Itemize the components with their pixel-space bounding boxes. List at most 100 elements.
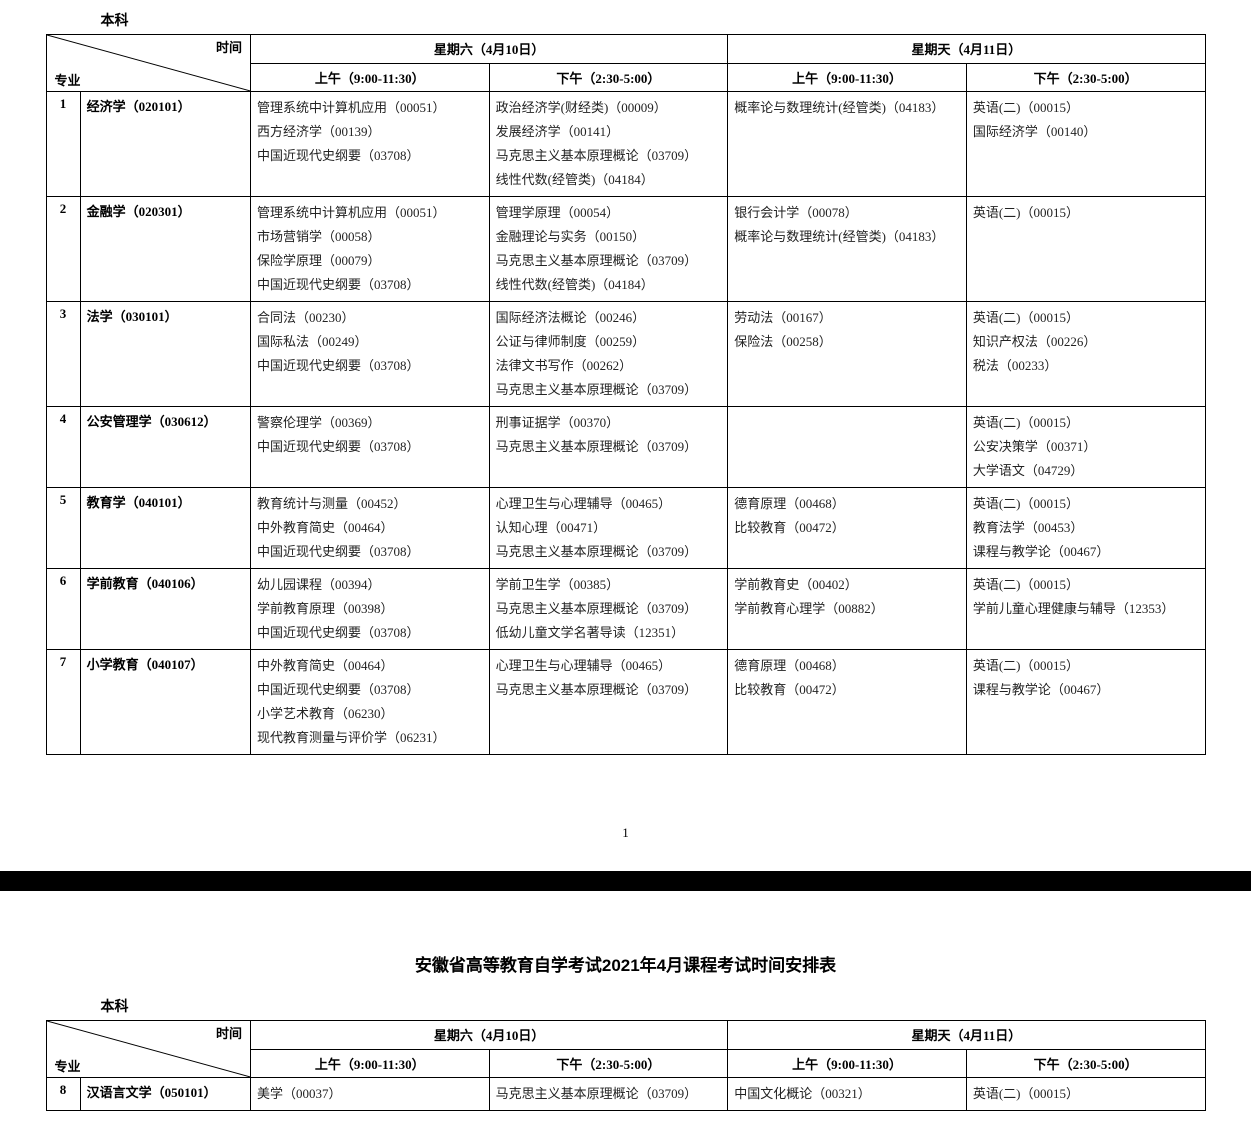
course-entry: 心理卫生与心理辅导（00465） [496, 654, 722, 678]
course-cell: 德育原理（00468）比较教育（00472） [728, 650, 967, 755]
course-entry: 管理学原理（00054） [496, 201, 722, 225]
row-index: 6 [46, 569, 80, 650]
course-entry: 教育法学（00453） [973, 516, 1199, 540]
course-entry: 英语(二)（00015） [973, 492, 1199, 516]
course-entry: 中国近现代史纲要（03708） [257, 354, 483, 378]
table-header-2: 时间 专业 星期六（4月10日） 星期天（4月11日） 上午（9:00-11:3… [46, 1021, 1205, 1078]
major-cell: 小学教育（040107） [80, 650, 250, 755]
course-cell: 幼儿园课程（00394）学前教育原理（00398）中国近现代史纲要（03708） [251, 569, 490, 650]
course-entry: 概率论与数理统计(经管类)（04183） [734, 96, 960, 120]
course-entry: 马克思主义基本原理概论（03709） [496, 540, 722, 564]
course-entry: 大学语文（04729） [973, 459, 1199, 483]
course-cell: 概率论与数理统计(经管类)（04183） [728, 92, 967, 197]
course-cell: 银行会计学（00078）概率论与数理统计(经管类)（04183） [728, 197, 967, 302]
header-saturday-2: 星期六（4月10日） [251, 1021, 728, 1050]
course-entry: 中国文化概论（00321） [734, 1082, 960, 1106]
course-entry: 保险学原理（00079） [257, 249, 483, 273]
table-row: 3法学（030101）合同法（00230）国际私法（00249）中国近现代史纲要… [46, 302, 1205, 407]
header-sunday: 星期天（4月11日） [728, 35, 1205, 64]
course-cell: 合同法（00230）国际私法（00249）中国近现代史纲要（03708） [251, 302, 490, 407]
row-index: 7 [46, 650, 80, 755]
course-cell: 英语(二)（00015）教育法学（00453）课程与教学论（00467） [966, 488, 1205, 569]
row-index: 4 [46, 407, 80, 488]
course-cell: 英语(二)（00015）知识产权法（00226）税法（00233） [966, 302, 1205, 407]
header-sun-pm: 下午（2:30-5:00） [966, 63, 1205, 92]
course-entry: 银行会计学（00078） [734, 201, 960, 225]
course-entry: 小学艺术教育（06230） [257, 702, 483, 726]
course-cell [728, 407, 967, 488]
course-cell: 英语(二)（00015）学前儿童心理健康与辅导（12353） [966, 569, 1205, 650]
course-cell: 管理学原理（00054）金融理论与实务（00150）马克思主义基本原理概论（03… [489, 197, 728, 302]
course-cell: 心理卫生与心理辅导（00465）马克思主义基本原理概论（03709） [489, 650, 728, 755]
course-entry: 公证与律师制度（00259） [496, 330, 722, 354]
major-cell: 金融学（020301） [80, 197, 250, 302]
course-cell: 马克思主义基本原理概论（03709） [489, 1078, 728, 1111]
course-entry: 中国近现代史纲要（03708） [257, 678, 483, 702]
table-row: 6学前教育（040106）幼儿园课程（00394）学前教育原理（00398）中国… [46, 569, 1205, 650]
course-cell: 德育原理（00468）比较教育（00472） [728, 488, 967, 569]
course-cell: 警察伦理学（00369）中国近现代史纲要（03708） [251, 407, 490, 488]
row-index: 8 [46, 1078, 80, 1111]
course-entry: 德育原理（00468） [734, 492, 960, 516]
table-header: 时间 专业 星期六（4月10日） 星期天（4月11日） 上午（9:00-11:3… [46, 35, 1205, 92]
major-cell: 经济学（020101） [80, 92, 250, 197]
course-entry: 法律文书写作（00262） [496, 354, 722, 378]
course-entry: 税法（00233） [973, 354, 1199, 378]
course-entry: 警察伦理学（00369） [257, 411, 483, 435]
header-sat-am-2: 上午（9:00-11:30） [251, 1049, 490, 1078]
course-entry: 西方经济学（00139） [257, 120, 483, 144]
diag-major-label-2: 专业 [55, 1056, 81, 1075]
course-entry: 美学（00037） [257, 1082, 483, 1106]
course-entry: 知识产权法（00226） [973, 330, 1199, 354]
header-saturday: 星期六（4月10日） [251, 35, 728, 64]
course-entry: 中国近现代史纲要（03708） [257, 540, 483, 564]
course-entry: 心理卫生与心理辅导（00465） [496, 492, 722, 516]
header-sun-pm-2: 下午（2:30-5:00） [966, 1049, 1205, 1078]
table-row: 7小学教育（040107）中外教育简史（00464）中国近现代史纲要（03708… [46, 650, 1205, 755]
course-cell: 刑事证据学（00370）马克思主义基本原理概论（03709） [489, 407, 728, 488]
header-sat-am: 上午（9:00-11:30） [251, 63, 490, 92]
course-cell: 英语(二)（00015）公安决策学（00371）大学语文（04729） [966, 407, 1205, 488]
course-entry: 认知心理（00471） [496, 516, 722, 540]
course-entry: 中国近现代史纲要（03708） [257, 144, 483, 168]
header-sat-pm: 下午（2:30-5:00） [489, 63, 728, 92]
schedule-table-1: 时间 专业 星期六（4月10日） 星期天（4月11日） 上午（9:00-11:3… [46, 34, 1206, 755]
page-number: 1 [46, 825, 1206, 841]
course-entry: 学前教育原理（00398） [257, 597, 483, 621]
course-entry: 政治经济学(财经类)（00009） [496, 96, 722, 120]
course-entry: 马克思主义基本原理概论（03709） [496, 378, 722, 402]
course-entry: 学前教育心理学（00882） [734, 597, 960, 621]
course-cell: 英语(二)（00015） [966, 1078, 1205, 1111]
course-entry: 中国近现代史纲要（03708） [257, 621, 483, 645]
course-entry: 英语(二)（00015） [973, 96, 1199, 120]
header-sun-am: 上午（9:00-11:30） [728, 63, 967, 92]
course-cell: 学前教育史（00402）学前教育心理学（00882） [728, 569, 967, 650]
course-entry: 线性代数(经管类)（04184） [496, 273, 722, 297]
course-cell: 英语(二)（00015）国际经济学（00140） [966, 92, 1205, 197]
course-entry: 金融理论与实务（00150） [496, 225, 722, 249]
course-entry: 教育统计与测量（00452） [257, 492, 483, 516]
course-entry: 劳动法（00167） [734, 306, 960, 330]
course-cell: 教育统计与测量（00452）中外教育简史（00464）中国近现代史纲要（0370… [251, 488, 490, 569]
table-row: 4公安管理学（030612）警察伦理学（00369）中国近现代史纲要（03708… [46, 407, 1205, 488]
major-cell: 公安管理学（030612） [80, 407, 250, 488]
diag-header-cell: 时间 专业 [46, 35, 251, 92]
course-entry: 马克思主义基本原理概论（03709） [496, 435, 722, 459]
header-sat-pm-2: 下午（2:30-5:00） [489, 1049, 728, 1078]
diag-major-label: 专业 [55, 70, 81, 89]
course-entry: 中国近现代史纲要（03708） [257, 435, 483, 459]
course-cell: 英语(二)（00015） [966, 197, 1205, 302]
row-index: 3 [46, 302, 80, 407]
course-entry: 英语(二)（00015） [973, 201, 1199, 225]
page-divider [0, 871, 1251, 891]
diag-time-label: 时间 [216, 37, 242, 56]
course-entry: 中外教育简史（00464） [257, 516, 483, 540]
course-cell: 英语(二)（00015）课程与教学论（00467） [966, 650, 1205, 755]
row-index: 1 [46, 92, 80, 197]
course-entry: 英语(二)（00015） [973, 573, 1199, 597]
course-entry: 英语(二)（00015） [973, 411, 1199, 435]
course-entry: 学前教育史（00402） [734, 573, 960, 597]
course-entry: 课程与教学论（00467） [973, 540, 1199, 564]
course-entry: 德育原理（00468） [734, 654, 960, 678]
course-cell: 中外教育简史（00464）中国近现代史纲要（03708）小学艺术教育（06230… [251, 650, 490, 755]
